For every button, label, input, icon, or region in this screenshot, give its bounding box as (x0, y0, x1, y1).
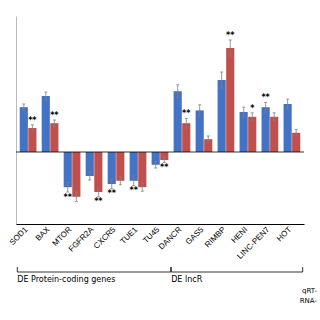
bar (226, 48, 234, 152)
group-bracket (171, 267, 303, 272)
bar (248, 117, 256, 152)
error-bar (207, 136, 210, 142)
significance-star: ** (94, 197, 103, 206)
x-tick-label: DANCR (157, 225, 184, 252)
error-bar (185, 118, 188, 128)
x-tick-label: FGFR2A (67, 225, 96, 254)
x-tick: SOD1 (8, 225, 30, 247)
error-bar (229, 40, 232, 56)
bar (42, 96, 50, 152)
error-bar (251, 113, 254, 121)
error-bar (22, 104, 25, 110)
error-bar (53, 120, 56, 126)
x-tick: TUE1 (119, 225, 140, 246)
error-bar (75, 192, 78, 202)
annotation: qRT- (302, 287, 317, 295)
x-tick-label: HOT (275, 225, 293, 243)
bar (284, 104, 292, 152)
bar (138, 152, 146, 187)
bar (94, 152, 102, 192)
error-bar (119, 177, 122, 185)
bar (72, 152, 80, 197)
error-bar (176, 85, 179, 98)
bar (270, 117, 278, 152)
error-bar (44, 92, 47, 100)
x-tick: LINC-PEN7 (235, 225, 271, 261)
error-bar (132, 176, 135, 186)
y-axis (16, 17, 17, 225)
x-tick-label: TUE1 (119, 225, 140, 246)
bar (262, 107, 270, 152)
error-bar (242, 107, 245, 117)
error-bar (141, 183, 144, 191)
error-bar (198, 105, 201, 116)
x-tick-label: RIMBP (203, 225, 227, 249)
error-bar (286, 99, 289, 109)
zero-line (16, 152, 304, 153)
x-tick-label: HENI (229, 225, 249, 245)
significance-star: ** (64, 193, 73, 202)
annotation: RNA- (300, 297, 318, 305)
x-tick: BAX (34, 225, 52, 243)
x-tick: CXCR5 (92, 225, 118, 251)
significance-star: ** (182, 109, 191, 118)
bar (64, 152, 72, 187)
significance-star: ** (261, 93, 270, 102)
x-tick: RIMBP (203, 225, 227, 249)
x-tick: HOT (275, 225, 293, 243)
x-tick: HENI (229, 225, 249, 245)
bar (218, 80, 226, 152)
error-bar (264, 102, 267, 112)
bar-series (20, 72, 292, 192)
bar (28, 128, 36, 152)
significance-star: ** (108, 189, 117, 198)
error-bar (97, 187, 100, 197)
bar (196, 110, 204, 152)
group-label: DE lncR (171, 275, 202, 284)
error-bar (154, 162, 157, 168)
groups: DE Protein-coding genes DE lncR (17, 267, 302, 284)
x-axis-line (17, 224, 305, 225)
significance: ********************* (28, 31, 270, 206)
chart: *********************SOD1BAXMTORFGFR2ACX… (0, 0, 320, 320)
error-bar (66, 182, 69, 192)
plot: *********************SOD1BAXMTORFGFR2ACX… (8, 17, 318, 305)
x-tick-label: CXCR5 (92, 225, 118, 251)
error-bar (31, 125, 34, 131)
significance-star: ** (130, 186, 139, 195)
error-bar (110, 179, 113, 189)
error-bar (273, 113, 276, 121)
bar (240, 112, 248, 152)
group-bracket (17, 267, 170, 272)
error-bar (295, 130, 298, 136)
bar-series (28, 40, 300, 202)
x-tick-label: LINC-PEN7 (235, 225, 271, 261)
significance-star: * (250, 104, 255, 113)
error-bar (220, 72, 223, 88)
y-axis-line (16, 17, 17, 225)
significance-star: ** (160, 163, 169, 172)
x-tick: DANCR (157, 225, 184, 252)
marks (20, 40, 301, 202)
significance-star: ** (226, 31, 235, 40)
x-axis: SOD1BAXMTORFGFR2ACXCR5TUE1TU45DANCRGAS5R… (8, 225, 305, 261)
significance-star: ** (28, 116, 37, 125)
error-bar (88, 172, 91, 180)
group-label: DE Protein-coding genes (17, 275, 115, 284)
bar (20, 107, 28, 152)
bar (50, 123, 58, 152)
x-tick-label: SOD1 (8, 225, 30, 247)
x-tick: FGFR2A (67, 225, 96, 254)
significance-star: ** (50, 111, 59, 120)
bar (174, 91, 182, 152)
x-tick-label: BAX (34, 225, 52, 243)
error-bar (163, 158, 166, 163)
